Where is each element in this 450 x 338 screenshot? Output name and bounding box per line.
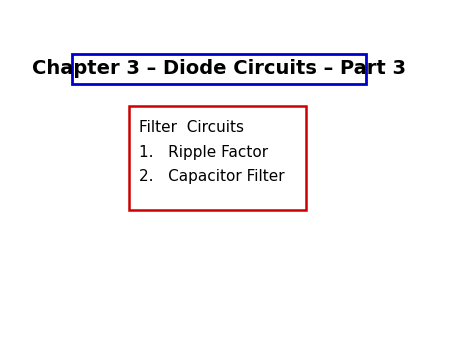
Text: Chapter 3 – Diode Circuits – Part 3: Chapter 3 – Diode Circuits – Part 3	[32, 59, 406, 78]
FancyBboxPatch shape	[130, 105, 306, 210]
Text: 1.   Ripple Factor: 1. Ripple Factor	[139, 145, 268, 160]
Text: 2.   Capacitor Filter: 2. Capacitor Filter	[139, 169, 285, 185]
Text: Filter  Circuits: Filter Circuits	[139, 120, 244, 135]
FancyBboxPatch shape	[72, 54, 366, 83]
